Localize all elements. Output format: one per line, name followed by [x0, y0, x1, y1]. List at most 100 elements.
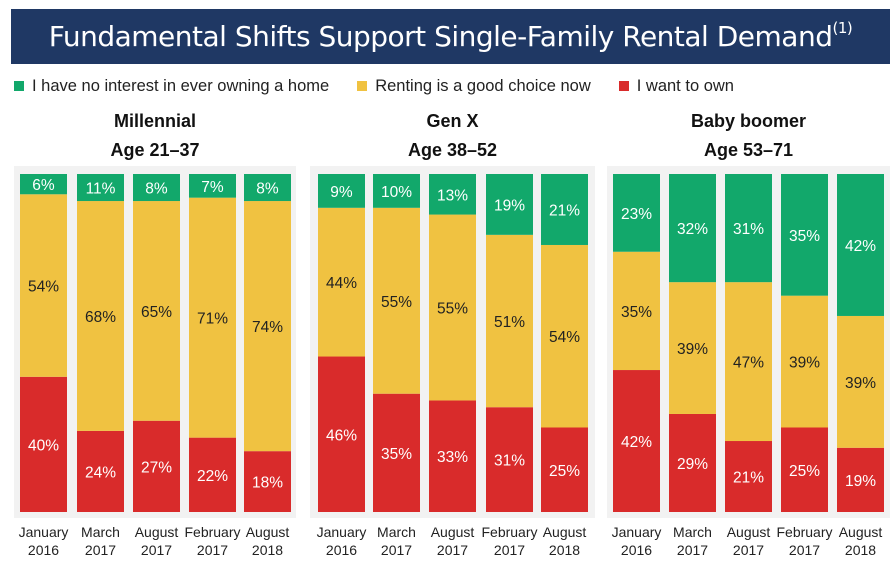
- x-tick-label: March: [81, 524, 120, 540]
- bar-segment: [486, 407, 533, 512]
- bar-segment: [725, 441, 772, 512]
- x-tick-label: 2016: [621, 542, 652, 558]
- x-tick-label: August: [727, 524, 771, 540]
- data-label: 39%: [789, 355, 820, 372]
- legend: I have no interest in ever owning a home…: [14, 76, 762, 96]
- bar-segment: [20, 376, 67, 512]
- bar-segment: [781, 427, 828, 512]
- panel-subtitle: Age 38–52: [408, 140, 497, 160]
- bar-segment: [318, 207, 365, 357]
- bar-segment: [189, 174, 236, 198]
- x-tick-label: 2018: [549, 542, 580, 558]
- data-label: 19%: [494, 197, 525, 214]
- panel-subtitle: Age 53–71: [704, 140, 793, 160]
- bar-segment: [837, 447, 884, 512]
- x-tick-label: February: [481, 524, 537, 540]
- bar-segment: [725, 282, 772, 442]
- data-label: 44%: [326, 275, 357, 292]
- bar-segment: [318, 356, 365, 512]
- data-label: 54%: [28, 279, 59, 296]
- bar-segment: [613, 174, 660, 252]
- bar-segment: [613, 251, 660, 371]
- x-tick-label: 2017: [494, 542, 525, 558]
- data-label: 42%: [845, 238, 876, 255]
- bar-segment: [373, 174, 420, 208]
- bar-segment: [189, 197, 236, 438]
- data-label: 11%: [86, 181, 116, 198]
- footnote-mark: (1): [832, 18, 853, 37]
- bar-segment: [669, 282, 716, 414]
- bar-segment: [486, 174, 533, 235]
- data-label: 29%: [677, 456, 708, 473]
- data-label: 6%: [32, 177, 55, 194]
- bar-segment: [613, 370, 660, 512]
- data-label: 71%: [197, 311, 228, 328]
- data-label: 32%: [677, 221, 708, 238]
- page-title: Fundamental Shifts Support Single-Family…: [48, 18, 853, 53]
- x-tick-label: 2017: [197, 542, 228, 558]
- bar-segment: [373, 393, 420, 512]
- bar-segment: [318, 174, 365, 208]
- panel-title: Baby boomer: [691, 111, 806, 131]
- x-tick-label: March: [377, 524, 416, 540]
- bar-segment: [541, 244, 588, 428]
- x-tick-label: 2017: [789, 542, 820, 558]
- data-label: 18%: [252, 475, 283, 492]
- bar-segment: [77, 174, 124, 202]
- legend-swatch-renting: [357, 81, 368, 91]
- title-bar: Fundamental Shifts Support Single-Family…: [11, 9, 890, 64]
- legend-label-want-own: I want to own: [636, 76, 734, 95]
- data-label: 8%: [256, 181, 279, 198]
- bar-segment: [189, 437, 236, 512]
- data-label: 9%: [330, 184, 353, 201]
- x-tick-label: January: [612, 524, 662, 540]
- x-tick-label: 2017: [141, 542, 172, 558]
- x-tick-label: February: [184, 524, 240, 540]
- title-text: Fundamental Shifts Support Single-Family…: [48, 20, 833, 53]
- bar-segment: [429, 214, 476, 401]
- bar-segment: [20, 194, 67, 377]
- data-label: 13%: [437, 187, 468, 204]
- bar-segment: [133, 201, 180, 421]
- bar-segment: [244, 201, 291, 452]
- x-tick-label: 2018: [252, 542, 283, 558]
- x-tick-label: August: [246, 524, 290, 540]
- panel-title: Millennial: [114, 111, 196, 131]
- bar-segment: [373, 207, 420, 394]
- data-label: 33%: [437, 449, 468, 466]
- bar-segment: [133, 174, 180, 202]
- bar-segment: [541, 427, 588, 512]
- data-label: 40%: [28, 437, 59, 454]
- x-tick-label: 2017: [677, 542, 708, 558]
- data-label: 39%: [677, 341, 708, 358]
- data-label: 25%: [789, 463, 820, 480]
- x-tick-label: 2017: [437, 542, 468, 558]
- data-label: 10%: [381, 184, 412, 201]
- data-label: 19%: [845, 473, 876, 490]
- x-tick-label: 2017: [381, 542, 412, 558]
- data-label: 27%: [141, 459, 172, 476]
- bar-segment: [837, 315, 884, 448]
- x-tick-label: 2017: [85, 542, 116, 558]
- data-label: 35%: [621, 304, 652, 321]
- data-label: 65%: [141, 304, 172, 321]
- panel-subtitle: Age 21–37: [110, 140, 199, 160]
- data-label: 35%: [789, 228, 820, 245]
- data-label: 22%: [197, 468, 228, 485]
- x-tick-label: 2016: [326, 542, 357, 558]
- data-label: 55%: [381, 294, 412, 311]
- x-tick-label: 2016: [28, 542, 59, 558]
- bar-segment: [669, 413, 716, 512]
- bar-segment: [244, 451, 291, 512]
- bar-segment: [244, 174, 291, 202]
- bar-segment: [837, 174, 884, 316]
- x-tick-label: January: [19, 524, 69, 540]
- legend-item-no-interest: I have no interest in ever owning a home: [14, 77, 329, 96]
- data-label: 25%: [549, 463, 580, 480]
- bar-segment: [725, 174, 772, 283]
- bar-segment: [429, 174, 476, 215]
- data-label: 47%: [733, 355, 764, 372]
- legend-item-want-own: I want to own: [618, 76, 734, 96]
- x-tick-label: August: [543, 524, 587, 540]
